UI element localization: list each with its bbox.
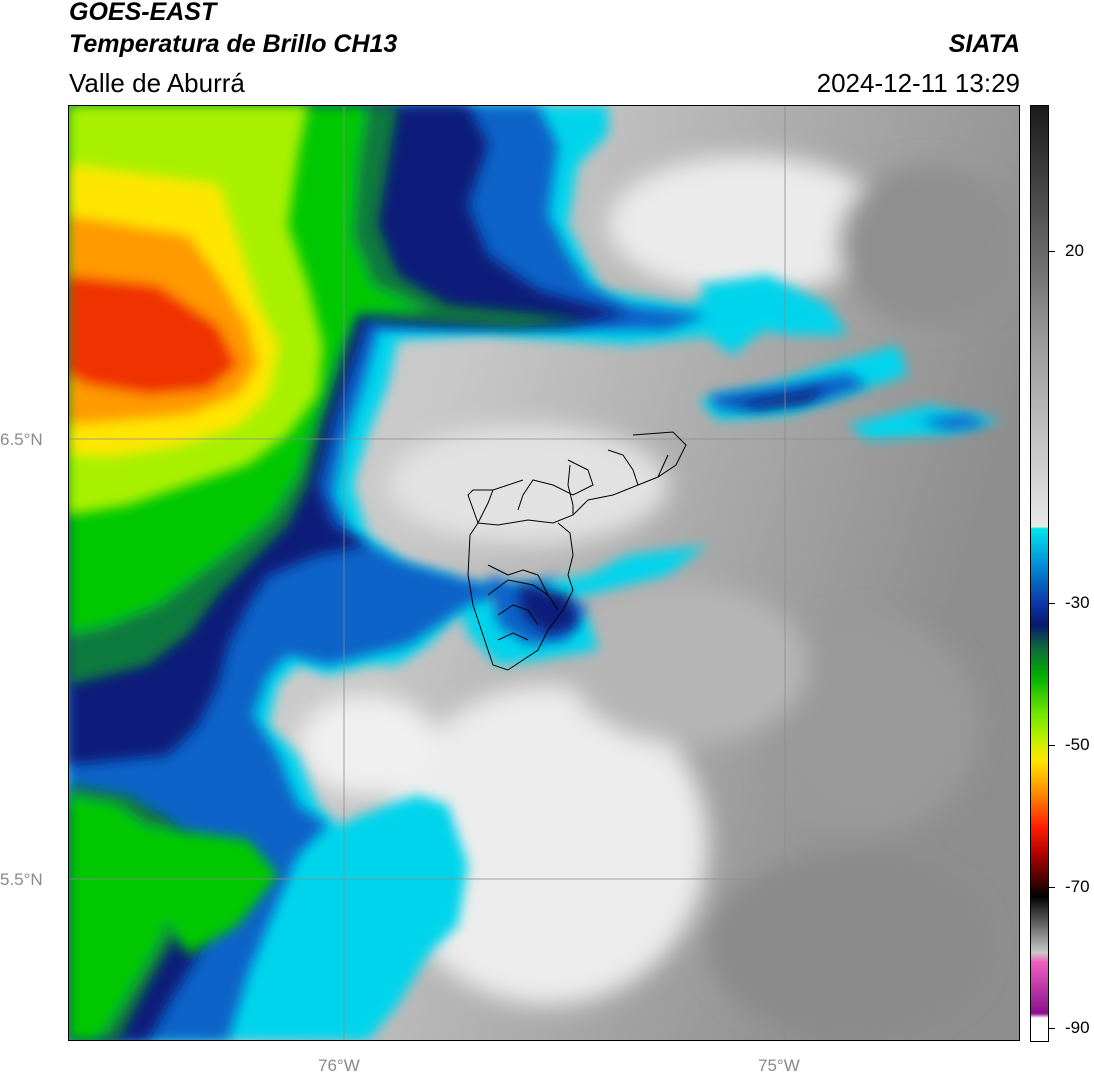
brightness-temperature-field [68, 105, 1020, 1041]
lon-label-76w: 76°W [318, 1056, 360, 1075]
convective-core-warm [68, 105, 323, 515]
colorbar-tick-minus50 [1049, 745, 1055, 746]
colorbar [1030, 105, 1049, 1042]
graticule [68, 105, 1020, 1041]
satellite-map[interactable] [68, 105, 1020, 1041]
colorbar-tick-minus30 [1049, 603, 1055, 604]
gray-texture [298, 155, 1018, 1035]
timestamp-label: 2024-12-11 13:29 [816, 68, 1020, 98]
colorbar-label-minus50: -50 [1065, 735, 1090, 754]
product-title: Temperatura de Brillo CH13 [69, 30, 398, 58]
lon-label-75w: 75°W [758, 1056, 800, 1075]
organization-label: SIATA [948, 30, 1020, 58]
colorbar-tick-20 [1049, 251, 1055, 252]
colorbar-label-20: 20 [1065, 241, 1084, 260]
lat-label-5-5: 5.5°N [0, 870, 43, 889]
colorbar-tick-minus70 [1049, 887, 1055, 888]
colorbar-label-minus70: -70 [1065, 877, 1090, 896]
colorbar-tick-minus90 [1049, 1028, 1055, 1029]
lat-label-6-5: 6.5°N [0, 430, 43, 449]
region-title: Valle de Aburrá [69, 68, 245, 98]
colorbar-label-minus90: -90 [1065, 1018, 1090, 1037]
colorbar-label-minus30: -30 [1065, 593, 1090, 612]
satellite-title: GOES-EAST [69, 0, 217, 26]
aburra-valley-outline [467, 431, 687, 671]
